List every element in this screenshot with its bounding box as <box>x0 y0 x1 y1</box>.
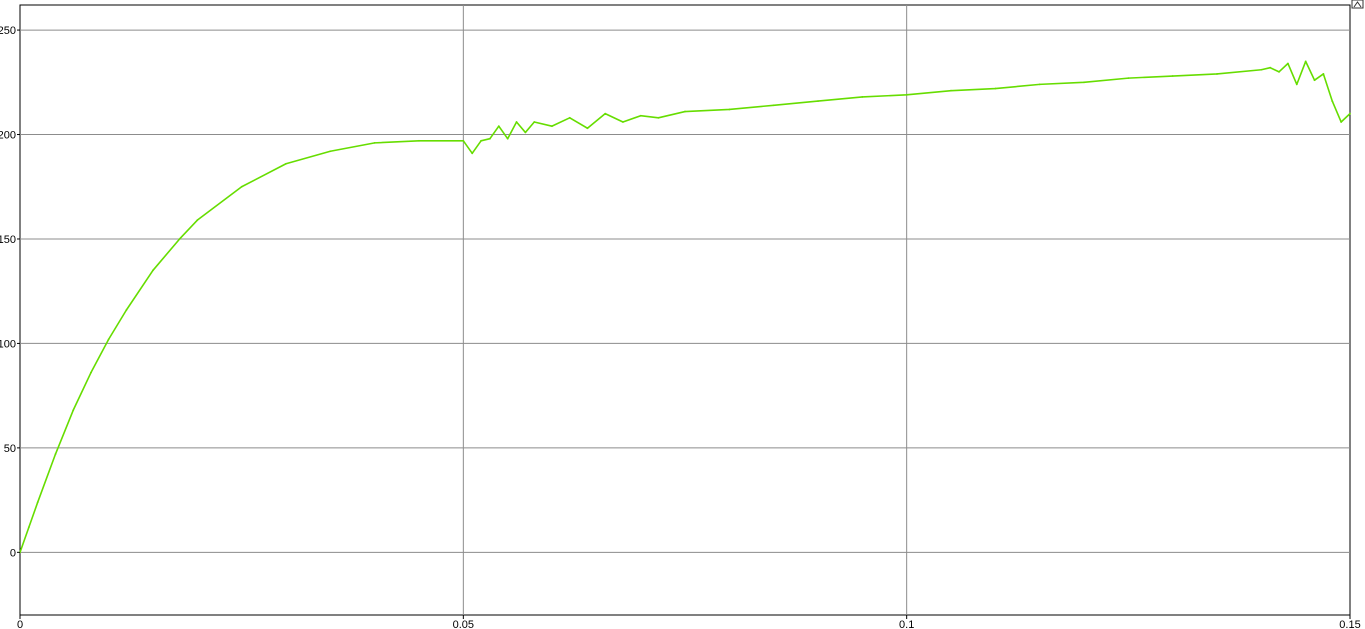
data-point <box>178 238 181 240</box>
data-point <box>373 141 376 144</box>
data-point <box>524 131 527 134</box>
data-point <box>72 409 75 412</box>
data-point <box>1349 112 1351 115</box>
y-tick-label: 0 <box>10 547 16 559</box>
grid-lines <box>20 5 1350 615</box>
data-point <box>125 309 128 311</box>
data-point <box>515 121 518 123</box>
x-tick-label: 0 <box>17 619 23 629</box>
x-tick-label: 0.1 <box>899 619 914 629</box>
data-point <box>107 338 110 341</box>
data-point <box>684 110 686 113</box>
data-point <box>285 162 287 165</box>
data-point <box>506 137 509 140</box>
y-tick-label: 200 <box>0 130 16 142</box>
data-point <box>1304 60 1307 63</box>
data-point <box>480 139 482 142</box>
y-tick-label: 250 <box>0 25 16 37</box>
data-point <box>994 87 997 90</box>
data-point <box>90 371 92 374</box>
plot-area <box>19 4 1351 616</box>
data-point <box>36 501 39 504</box>
data-point <box>1313 79 1316 82</box>
data-point <box>772 104 775 107</box>
data-point <box>196 219 199 222</box>
data-point <box>1171 75 1174 77</box>
y-tick-label: 100 <box>0 338 16 350</box>
data-point <box>329 150 332 153</box>
data-point <box>1127 77 1130 80</box>
data-point <box>533 121 536 123</box>
data-point <box>1340 121 1343 123</box>
data-point <box>639 114 642 117</box>
data-point <box>950 89 952 92</box>
data-point <box>54 453 57 456</box>
data-point <box>1295 83 1298 86</box>
x-tick-label: 0.05 <box>453 619 474 629</box>
data-point <box>568 116 571 119</box>
data-point <box>497 125 500 128</box>
data-point <box>418 139 420 142</box>
data-point <box>905 93 908 96</box>
data-point <box>1278 70 1280 73</box>
data-point <box>586 127 589 130</box>
data-point <box>728 108 731 111</box>
data-point <box>489 137 491 140</box>
data-point <box>1083 81 1085 84</box>
data-point <box>462 139 465 142</box>
data-point <box>1216 73 1218 75</box>
data-point <box>817 100 819 102</box>
data-point <box>861 96 864 98</box>
autoscale-icon[interactable] <box>1351 0 1364 9</box>
series-line <box>19 60 1351 553</box>
data-point <box>622 121 624 123</box>
data-point <box>551 125 553 128</box>
data-point <box>657 116 660 119</box>
data-point <box>27 526 30 529</box>
data-point <box>1038 83 1041 86</box>
x-tick-label: 0.15 <box>1339 619 1360 629</box>
data-point <box>1269 66 1272 69</box>
tick-labels: 0 0.05 0.1 0.15 0 50 100 150 200 250 <box>0 25 1361 629</box>
data-point <box>471 152 474 155</box>
y-tick-label: 50 <box>4 443 16 455</box>
data-point <box>1322 73 1325 75</box>
y-tick-label: 150 <box>0 234 16 246</box>
data-point <box>152 269 154 272</box>
data-point <box>240 185 243 188</box>
data-point <box>604 112 607 115</box>
data-point <box>1287 62 1289 65</box>
series-layer <box>19 60 1351 554</box>
data-point <box>1260 68 1263 71</box>
data-point <box>1331 100 1334 102</box>
